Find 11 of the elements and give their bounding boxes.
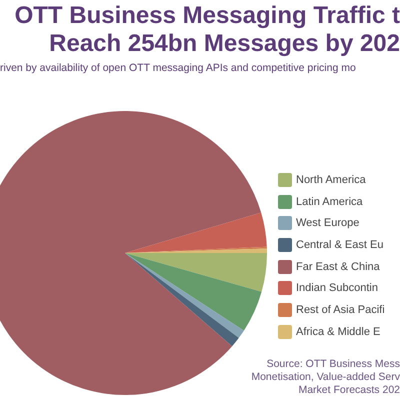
chart-subtitle: riven by availability of open OTT messaging APIs and competitive pricing mo	[0, 62, 356, 74]
legend-label: Latin America	[296, 196, 363, 208]
source-note: Source: OTT Business Mess Monetisation, Value-added Serv Market Forecasts 202	[251, 358, 400, 397]
chart-title: OTT Business Messaging Traffic t Reach 254bn Messages by 202	[14, 2, 400, 58]
legend-label: Indian Subcontin	[296, 282, 378, 294]
legend-label: Central & East Eu	[296, 238, 384, 251]
legend-label: Rest of Asia Pacifi	[296, 304, 385, 316]
legend-label: Far East & China	[296, 260, 380, 273]
legend-label: Africa & Middle E	[296, 326, 380, 338]
legend-label: West Europe	[296, 217, 360, 230]
legend-label: North America	[296, 174, 366, 186]
